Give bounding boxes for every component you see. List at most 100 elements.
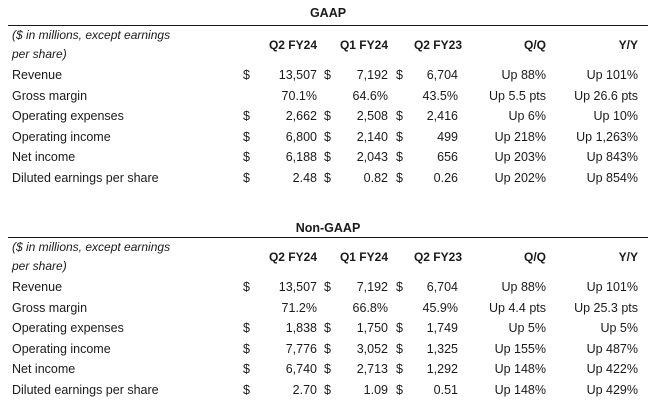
currency-symbol: $ — [243, 321, 250, 335]
currency-symbol: $ — [396, 321, 403, 335]
cell-q-over-q: Up 202% — [494, 170, 546, 185]
cell-q2-fy24: 2.70 — [292, 382, 317, 397]
currency-symbol: $ — [243, 129, 250, 144]
table-row: Operating expenses $2,662 $2,508 $2,416 Up 6… — [0, 106, 656, 126]
table-row: Gross margin 71.2% 66.8% 45.9% Up 4.4 pts Up … — [0, 298, 656, 318]
cell-q2-fy23: 6,704 — [426, 68, 458, 82]
cell-q1-fy24: 3,052 — [356, 341, 388, 356]
cell-q2-fy24: 13,507 — [278, 280, 317, 294]
column-header: Q1 FY24 — [339, 38, 388, 52]
cell-q1-fy24: 2,713 — [356, 362, 388, 376]
cell-q2-fy24: 6,800 — [285, 129, 317, 144]
column-header: Q2 FY24 — [268, 38, 317, 52]
cell-q2-fy23: 1,292 — [426, 362, 458, 376]
table-title: Non-GAAP — [295, 221, 361, 235]
row-label: Revenue — [12, 68, 63, 82]
cell-q2-fy23: 1,325 — [426, 341, 458, 356]
units-note-line1: ($ in millions, except earnings — [12, 28, 171, 42]
cell-q1-fy24: 1,750 — [356, 321, 388, 335]
title-rule — [8, 237, 648, 238]
row-label: Operating income — [12, 129, 111, 144]
currency-symbol: $ — [243, 150, 250, 164]
table-row: Diluted earnings per share $2.48 $0.82 $0.2… — [0, 168, 656, 188]
cell-q2-fy24: 2.48 — [292, 170, 317, 185]
column-header: Q/Q — [523, 250, 546, 264]
column-header: Q2 FY23 — [413, 38, 462, 52]
table-title: GAAP — [309, 6, 347, 20]
cell-q-over-q: Up 148% — [494, 362, 546, 376]
table-row: Net income $6,740 $2,713 $1,292 Up 148% Up 42… — [0, 359, 656, 379]
row-label: Diluted earnings per share — [12, 382, 159, 397]
table-row: Gross margin 70.1% 64.6% 43.5% Up 5.5 pts Up … — [0, 86, 656, 106]
row-label: Gross margin — [12, 300, 88, 315]
row-label: Operating income — [12, 341, 111, 356]
cell-q2-fy23: 0.51 — [433, 382, 458, 397]
cell-q2-fy23: 0.26 — [433, 170, 458, 185]
currency-symbol: $ — [243, 68, 250, 82]
cell-q1-fy24: 66.8% — [352, 300, 388, 315]
currency-symbol: $ — [396, 150, 403, 164]
cell-q-over-q: Up 88% — [501, 280, 546, 294]
currency-symbol: $ — [324, 129, 331, 144]
cell-q-over-q: Up 203% — [494, 150, 546, 164]
cell-q-over-q: Up 5% — [508, 321, 546, 335]
table-row: Revenue $13,507 $7,192 $6,704 Up 88% Up 101% — [0, 65, 656, 85]
currency-symbol: $ — [396, 362, 403, 376]
currency-symbol: $ — [396, 129, 403, 144]
cell-y-over-y: Up 422% — [586, 362, 638, 376]
cell-q-over-q: Up 6% — [508, 109, 546, 123]
cell-q-over-q: Up 218% — [494, 129, 546, 144]
cell-q-over-q: Up 155% — [494, 341, 546, 356]
row-label: Net income — [12, 362, 76, 376]
cell-q1-fy24: 7,192 — [356, 68, 388, 82]
cell-q-over-q: Up 88% — [501, 68, 546, 82]
currency-symbol: $ — [324, 362, 331, 376]
cell-q1-fy24: 0.82 — [363, 170, 388, 185]
cell-q2-fy24: 6,188 — [285, 150, 317, 164]
cell-y-over-y: Up 429% — [586, 382, 638, 397]
cell-y-over-y: Up 101% — [586, 68, 638, 82]
cell-q1-fy24: 2,508 — [356, 109, 388, 123]
currency-symbol: $ — [324, 321, 331, 335]
column-header: Y/Y — [618, 250, 638, 264]
row-label: Gross margin — [12, 88, 88, 103]
currency-symbol: $ — [324, 341, 331, 356]
currency-symbol: $ — [324, 150, 331, 164]
column-header: Q2 FY23 — [413, 250, 462, 264]
currency-symbol: $ — [396, 68, 403, 82]
cell-q2-fy24: 2,662 — [285, 109, 317, 123]
currency-symbol: $ — [324, 68, 331, 82]
cell-q2-fy24: 70.1% — [281, 88, 317, 103]
cell-q1-fy24: 64.6% — [352, 88, 388, 103]
cell-q-over-q: Up 4.4 pts — [489, 300, 546, 315]
cell-q2-fy23: 2,416 — [426, 109, 458, 123]
currency-symbol: $ — [243, 382, 250, 397]
non-gaap-table: Non-GAAP ($ in millions, except earnings… — [0, 218, 656, 404]
table-row: Operating income $7,776 $3,052 $1,325 Up 155… — [0, 339, 656, 359]
cell-y-over-y: Up 25.3 pts — [574, 300, 638, 315]
cell-q1-fy24: 7,192 — [356, 280, 388, 294]
cell-q1-fy24: 2,043 — [356, 150, 388, 164]
cell-y-over-y: Up 26.6 pts — [574, 88, 638, 103]
currency-symbol: $ — [396, 382, 403, 397]
currency-symbol: $ — [243, 109, 250, 123]
column-header: Q1 FY24 — [339, 250, 388, 264]
currency-symbol: $ — [324, 170, 331, 185]
cell-q2-fy23: 1,749 — [426, 321, 458, 335]
cell-q-over-q: Up 148% — [494, 382, 546, 397]
row-label: Net income — [12, 150, 76, 164]
gaap-table: GAAP ($ in millions, except earnings per… — [0, 3, 656, 193]
cell-q2-fy24: 1,838 — [285, 321, 317, 335]
title-rule — [8, 25, 648, 26]
cell-q2-fy24: 71.2% — [281, 300, 317, 315]
cell-q1-fy24: 1.09 — [363, 382, 388, 397]
cell-y-over-y: Up 1,263% — [576, 129, 638, 144]
cell-q2-fy24: 13,507 — [278, 68, 317, 82]
table-row: Diluted earnings per share $2.70 $1.09 $0.5… — [0, 380, 656, 400]
cell-y-over-y: Up 101% — [586, 280, 638, 294]
cell-q2-fy23: 45.9% — [422, 300, 458, 315]
currency-symbol: $ — [396, 341, 403, 356]
cell-q-over-q: Up 5.5 pts — [489, 88, 546, 103]
column-header: Q2 FY24 — [268, 250, 317, 264]
cell-y-over-y: Up 487% — [586, 341, 638, 356]
